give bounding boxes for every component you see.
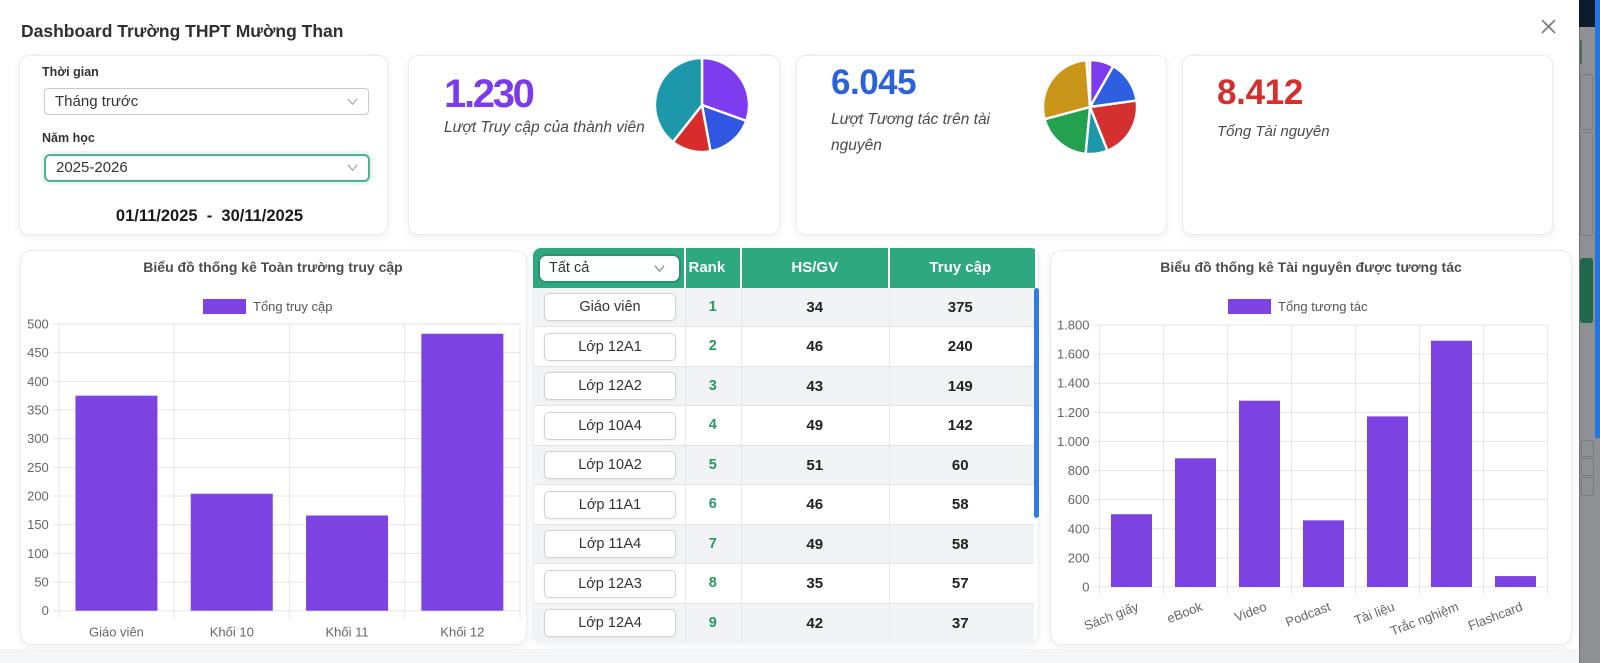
svg-text:0: 0 (42, 603, 49, 618)
svg-text:50: 50 (34, 575, 48, 590)
svg-text:Biểu đồ thống kê Toàn trường t: Biểu đồ thống kê Toàn trường truy cập (143, 259, 402, 275)
svg-text:Sách giấy: Sách giấy (1082, 599, 1141, 634)
svg-text:500: 500 (27, 317, 49, 332)
svg-text:Tổng truy cập: Tổng truy cập (253, 299, 333, 314)
svg-text:1.800: 1.800 (1057, 318, 1090, 333)
svg-text:150: 150 (27, 517, 49, 532)
svg-text:100: 100 (27, 546, 49, 561)
svg-text:600: 600 (1068, 492, 1090, 507)
svg-text:350: 350 (27, 403, 49, 418)
svg-text:400: 400 (27, 374, 49, 389)
svg-text:1.000: 1.000 (1057, 434, 1090, 449)
svg-text:Biểu đồ thống kê Tài nguyên đư: Biểu đồ thống kê Tài nguyên được tương t… (1160, 259, 1462, 275)
svg-text:1.600: 1.600 (1057, 347, 1090, 362)
svg-text:0: 0 (1082, 580, 1089, 595)
svg-text:200: 200 (27, 489, 49, 504)
svg-text:Giáo viên: Giáo viên (89, 625, 144, 640)
svg-text:Tổng tương tác: Tổng tương tác (1278, 299, 1368, 314)
svg-text:eBook: eBook (1165, 599, 1205, 626)
svg-text:Flashcard: Flashcard (1466, 599, 1525, 633)
svg-text:300: 300 (27, 431, 49, 446)
svg-text:1.400: 1.400 (1057, 376, 1090, 391)
svg-text:250: 250 (27, 460, 49, 475)
svg-text:1.200: 1.200 (1057, 405, 1090, 420)
svg-text:800: 800 (1068, 463, 1090, 478)
svg-text:400: 400 (1068, 521, 1090, 536)
svg-text:Podcast: Podcast (1283, 599, 1333, 630)
svg-text:450: 450 (27, 345, 49, 360)
svg-text:Khối 12: Khối 12 (440, 625, 484, 640)
svg-text:Khối 11: Khối 11 (325, 625, 368, 640)
svg-text:Khối 10: Khối 10 (210, 625, 254, 640)
svg-text:200: 200 (1068, 550, 1090, 565)
svg-text:Video: Video (1232, 599, 1268, 625)
svg-text:Trắc nghiệm: Trắc nghiệm (1388, 599, 1460, 639)
